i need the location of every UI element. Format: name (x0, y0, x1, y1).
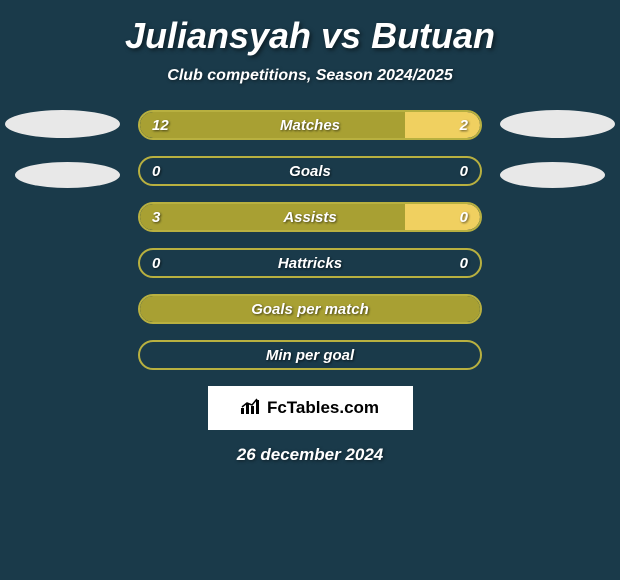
stats-area: Matches122Goals00Assists30Hattricks00Goa… (0, 110, 620, 370)
bar-label: Goals (140, 163, 480, 180)
stat-bar-goals-per-match: Goals per match (138, 294, 482, 324)
bar-label: Goals per match (140, 301, 480, 318)
bar-label: Min per goal (140, 347, 480, 364)
subtitle: Club competitions, Season 2024/2025 (0, 67, 620, 85)
bar-value-left: 3 (152, 209, 160, 226)
date-text: 26 december 2024 (0, 445, 620, 465)
bar-value-right: 2 (460, 117, 468, 134)
player-photo-left-1 (5, 110, 120, 138)
bar-value-left: 0 (152, 163, 160, 180)
bar-label: Hattricks (140, 255, 480, 272)
bars-container: Matches122Goals00Assists30Hattricks00Goa… (0, 110, 620, 370)
player-photo-left-2 (15, 162, 120, 188)
bar-value-left: 0 (152, 255, 160, 272)
bar-label: Assists (140, 209, 480, 226)
main-container: Juliansyah vs Butuan Club competitions, … (0, 0, 620, 580)
bar-label: Matches (140, 117, 480, 134)
stat-bar-goals: Goals0 0 (138, 156, 482, 186)
bar-value-right: 0 (460, 255, 468, 272)
bar-value-right: 0 (460, 163, 468, 180)
stat-bar-min-per-goal: Min per goal (138, 340, 482, 370)
logo-box: FcTables.com (208, 386, 413, 430)
page-title: Juliansyah vs Butuan (0, 15, 620, 57)
chart-icon (241, 398, 261, 419)
player-photo-right-2 (500, 162, 605, 188)
logo-text: FcTables.com (267, 398, 379, 418)
stat-bar-matches: Matches12 2 (138, 110, 482, 140)
stat-bar-assists: Assists3 0 (138, 202, 482, 232)
stat-bar-hattricks: Hattricks0 0 (138, 248, 482, 278)
player-photo-right-1 (500, 110, 615, 138)
bar-value-left: 12 (152, 117, 169, 134)
bar-value-right: 0 (460, 209, 468, 226)
